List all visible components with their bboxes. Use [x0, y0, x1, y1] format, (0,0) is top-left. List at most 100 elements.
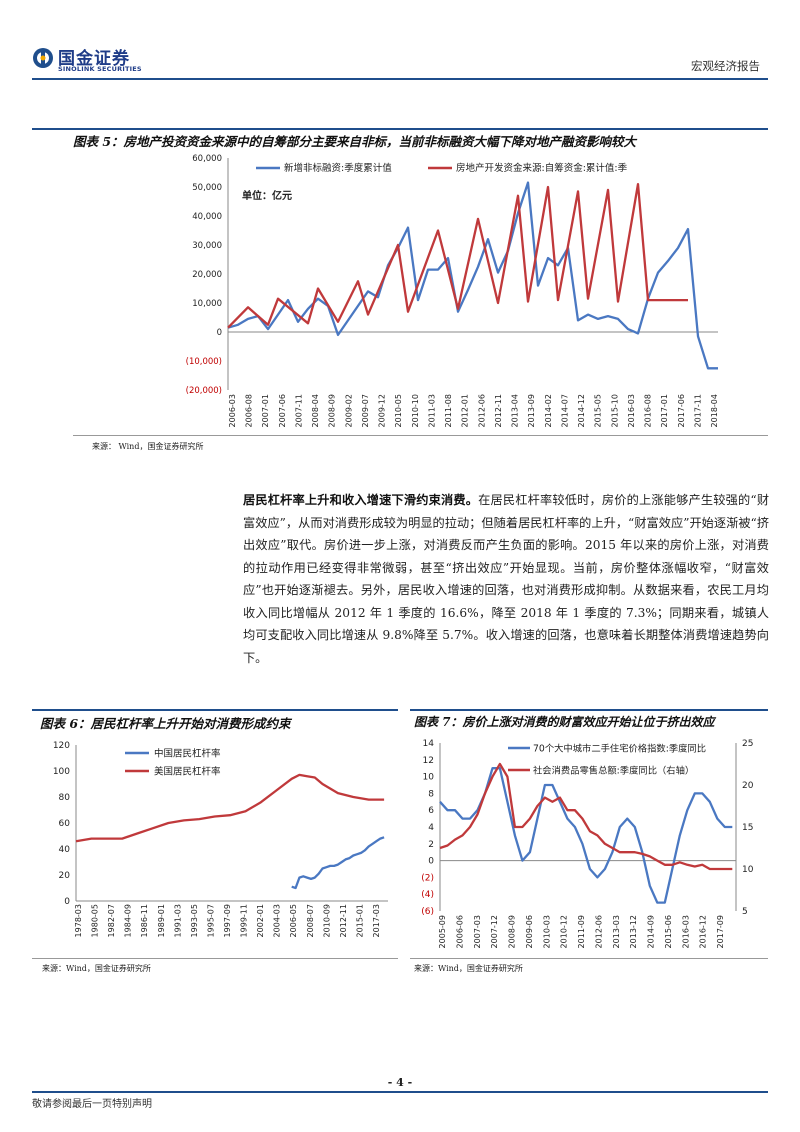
fig5-x-tick: 2013-09 [527, 394, 536, 427]
fig7-y-tick-left: 10 [423, 773, 435, 783]
fig5-x-tick: 2014-02 [544, 394, 553, 427]
fig7-x-tick: 2013-03 [612, 915, 621, 948]
fig6-y-tick: 0 [64, 897, 70, 907]
fig5-x-tick: 2011-03 [427, 394, 436, 427]
logo-icon [33, 48, 53, 68]
fig7-y-tick-left: 0 [428, 857, 434, 867]
fig6-x-tick: 1995-07 [206, 904, 215, 937]
fig5-x-tick: 2009-07 [361, 394, 370, 427]
fig7-y-tick-right: 15 [742, 823, 753, 833]
fig5-x-tick: 2017-01 [660, 394, 669, 427]
fig7-y-tick-left: (6) [421, 907, 434, 917]
fig5-x-tick: 2008-04 [311, 394, 320, 427]
fig5-x-tick: 2010-10 [411, 394, 420, 427]
fig6-y-tick: 60 [59, 819, 71, 829]
fig7-y-tick-right: 25 [742, 739, 753, 749]
fig7-y-tick-left: (2) [421, 873, 434, 883]
fig7-x-tick: 2010-12 [560, 915, 569, 948]
fig7-x-tick: 2013-12 [629, 915, 638, 948]
report-type: 宏观经济报告 [691, 59, 760, 73]
fig6-x-tick: 2012-11 [339, 904, 348, 937]
fig7-source: 来源：Wind，国金证券研究所 [414, 964, 523, 973]
fig5-x-tick: 2017-11 [693, 394, 702, 427]
fig6-bottom-rule [32, 958, 398, 959]
fig6-x-tick: 2017-03 [372, 904, 381, 937]
fig5-x-tick: 2016-08 [644, 394, 653, 427]
header-rule [32, 78, 768, 80]
fig6-y-tick: 40 [59, 845, 71, 855]
fig7-x-tick: 2008-09 [508, 915, 517, 948]
fig6-series-1 [75, 773, 385, 843]
disclaimer: 敬请参阅最后一页特别声明 [32, 1099, 152, 1110]
fig5-x-tick: 2008-09 [328, 394, 337, 427]
fig5-y-tick: (20,000) [186, 386, 222, 396]
fig6-x-tick: 1980-05 [91, 904, 100, 937]
fig7-title: 图表 7：房价上涨对消费的财富效应开始让位于挤出效应 [414, 715, 715, 729]
fig5-series-0 [227, 181, 718, 370]
fig5-x-tick: 2006-03 [228, 394, 237, 427]
fig5-source: 来源： Wind，国金证券研究所 [92, 442, 204, 451]
fig5-y-tick: 10,000 [192, 299, 222, 309]
fig5-y-tick: 50,000 [192, 183, 222, 193]
fig7-x-tick: 2017-09 [716, 915, 725, 948]
fig7-x-tick: 2007-12 [490, 915, 499, 948]
fig5-series-1 [227, 182, 688, 329]
fig6-y-tick: 20 [59, 871, 71, 881]
fig5-x-tick: 2014-07 [560, 394, 569, 427]
fig5-top-rule [32, 128, 768, 130]
fig5-x-tick: 2014-12 [577, 394, 586, 427]
fig7-x-tick: 2012-06 [594, 915, 603, 948]
fig6-x-tick: 1982-07 [107, 904, 116, 937]
fig6-legend-label: 中国居民杠杆率 [154, 748, 221, 760]
fig5-x-tick: 2010-05 [394, 394, 403, 427]
fig7-legend-label: 70个大中城市二手住宅价格指数:季度同比 [533, 743, 706, 755]
fig6-series-0 [291, 836, 385, 890]
fig5-x-tick: 2016-03 [627, 394, 636, 427]
fig5-x-tick: 2013-04 [511, 394, 520, 427]
fig5-x-tick: 2018-04 [710, 394, 719, 427]
fig5-x-tick: 2011-08 [444, 394, 453, 427]
fig5-legend-label: 房地产开发资金来源:自筹资金:累计值:季 [456, 162, 628, 174]
fig5-y-tick: 60,000 [192, 154, 222, 164]
fig5-y-tick: 20,000 [192, 270, 222, 280]
fig7-y-tick-left: 8 [428, 789, 434, 799]
fig7-x-tick: 2009-06 [525, 915, 534, 948]
fig5-unit: 单位：亿元 [242, 189, 292, 202]
fig5-y-tick: 40,000 [192, 212, 222, 222]
fig7-x-tick: 2015-06 [664, 915, 673, 948]
fig7-x-tick: 2007-03 [473, 915, 482, 948]
fig5-x-tick: 2015-10 [610, 394, 619, 427]
fig7-y-tick-right: 10 [742, 865, 754, 875]
fig5-x-tick: 2007-01 [261, 394, 270, 427]
fig7-y-tick-left: 12 [423, 756, 434, 766]
fig6-x-tick: 2010-09 [322, 904, 331, 937]
fig5-x-tick: 2015-05 [594, 394, 603, 427]
body-lead: 居民杠杆率上升和收入增速下滑约束消费。 [243, 493, 479, 507]
fig6-x-tick: 1986-11 [140, 904, 149, 937]
logo-text-cn: 国金证券 [58, 49, 130, 69]
fig6-x-tick: 2002-01 [256, 904, 265, 937]
fig5-x-tick: 2012-01 [461, 394, 470, 427]
fig7-y-tick-right: 5 [742, 907, 748, 917]
fig6-x-tick: 2004-03 [273, 904, 282, 937]
fig5-x-tick: 2007-06 [278, 394, 287, 427]
fig7-y-tick-left: (4) [421, 890, 434, 900]
fig6-x-tick: 1978-03 [74, 904, 83, 937]
fig6-x-tick: 1989-01 [157, 904, 166, 937]
fig7-legend-label: 社会消费品零售总额:季度同比（右轴） [533, 765, 694, 777]
fig7-y-tick-left: 4 [428, 823, 434, 833]
fig7-x-tick: 2016-03 [681, 915, 690, 948]
fig6-chart: 120 100 80 60 40 20 0 1978-03 1980-05 1982-07 1984… [53, 741, 388, 937]
fig6-x-tick: 2008-07 [306, 904, 315, 937]
fig5-x-tick: 2017-06 [677, 394, 686, 427]
fig6-x-tick: 1999-11 [240, 904, 249, 937]
fig5-x-tick: 2012-06 [477, 394, 486, 427]
fig6-top-rule [32, 709, 398, 711]
fig6-y-tick: 100 [53, 767, 70, 777]
fig7-x-tick: 2011-09 [577, 915, 586, 948]
fig7-x-tick: 2014-09 [647, 915, 656, 948]
fig6-x-tick: 1991-03 [173, 904, 182, 937]
fig6-y-tick: 80 [59, 793, 71, 803]
fig5-x-tick: 2007-11 [294, 394, 303, 427]
